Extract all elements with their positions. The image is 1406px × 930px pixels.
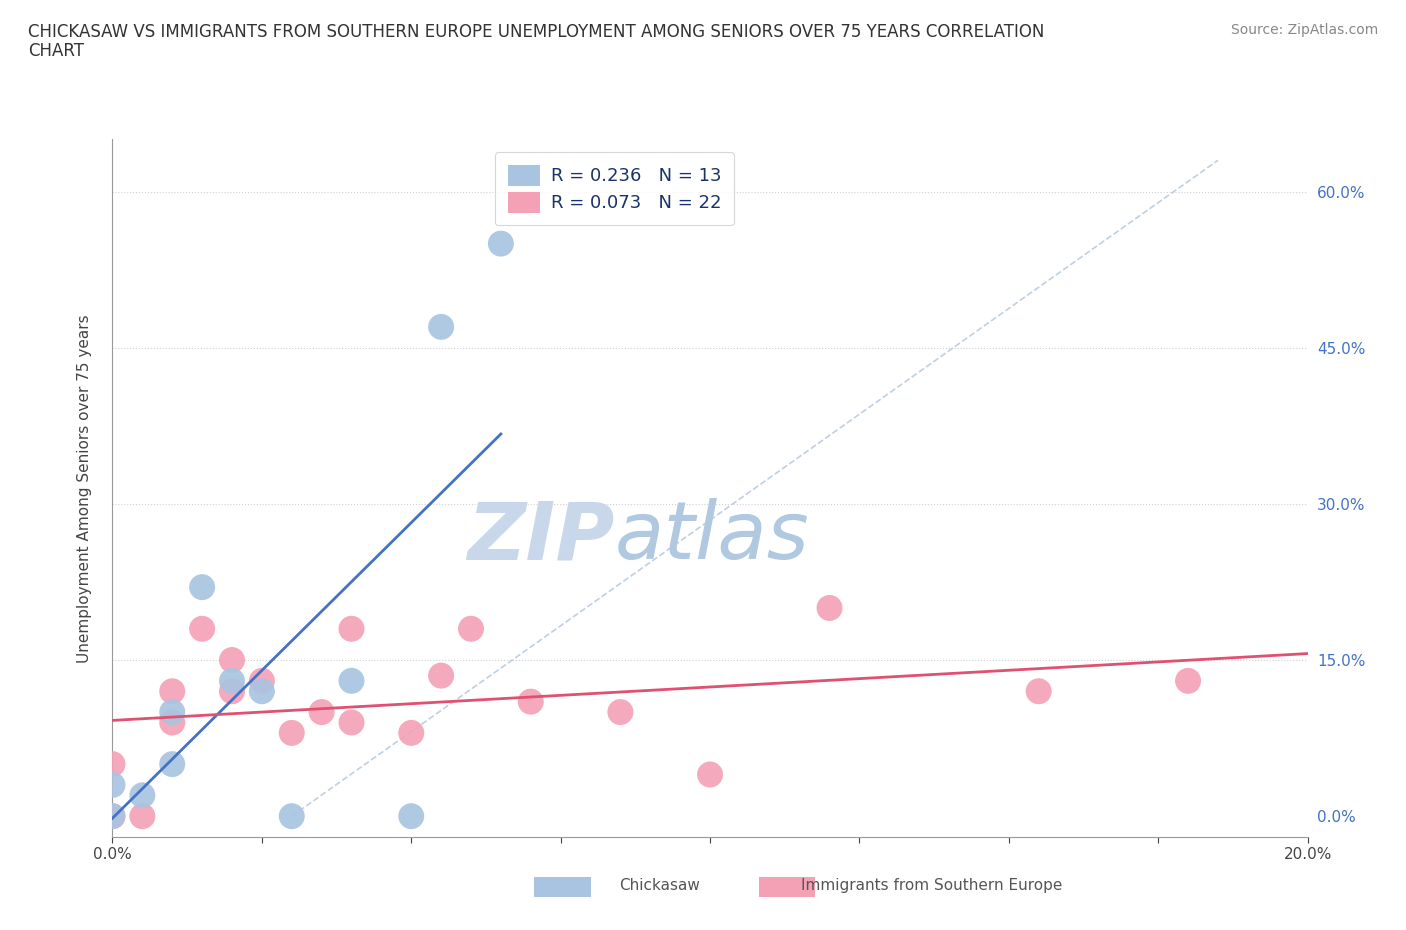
Point: [101, 809, 124, 824]
Point: [191, 621, 214, 636]
Point: [1177, 673, 1199, 688]
Point: [101, 777, 124, 792]
Point: [281, 809, 304, 824]
Point: [430, 319, 453, 334]
Point: [162, 705, 183, 720]
Point: [818, 601, 841, 616]
Point: [340, 715, 363, 730]
Point: [221, 673, 243, 688]
Y-axis label: Unemployment Among Seniors over 75 years: Unemployment Among Seniors over 75 years: [77, 314, 91, 662]
Point: [250, 673, 273, 688]
Point: [340, 673, 363, 688]
Point: [609, 705, 631, 720]
Point: [162, 715, 183, 730]
Text: Chickasaw: Chickasaw: [619, 878, 700, 893]
Point: [101, 757, 124, 772]
Point: [162, 684, 183, 698]
Point: [311, 705, 333, 720]
Point: [131, 809, 153, 824]
Point: [489, 236, 512, 251]
Text: atlas: atlas: [614, 498, 810, 576]
Point: [460, 621, 482, 636]
Text: Source: ZipAtlas.com: Source: ZipAtlas.com: [1230, 23, 1378, 37]
Point: [401, 725, 423, 740]
Point: [191, 579, 214, 594]
Point: [101, 809, 124, 824]
Point: [250, 684, 273, 698]
Text: ZIP: ZIP: [467, 498, 614, 576]
Point: [401, 809, 423, 824]
Legend: R = 0.236   N = 13, R = 0.073   N = 22: R = 0.236 N = 13, R = 0.073 N = 22: [495, 152, 734, 225]
Text: CHART: CHART: [28, 42, 84, 60]
Point: [131, 788, 153, 803]
Point: [1028, 684, 1050, 698]
Point: [221, 653, 243, 668]
Text: CHICKASAW VS IMMIGRANTS FROM SOUTHERN EUROPE UNEMPLOYMENT AMONG SENIORS OVER 75 : CHICKASAW VS IMMIGRANTS FROM SOUTHERN EU…: [28, 23, 1045, 41]
Point: [221, 684, 243, 698]
Text: Immigrants from Southern Europe: Immigrants from Southern Europe: [801, 878, 1063, 893]
Point: [520, 694, 543, 709]
Point: [430, 668, 453, 683]
Point: [340, 621, 363, 636]
Point: [162, 757, 183, 772]
Point: [699, 767, 721, 782]
Point: [281, 725, 304, 740]
